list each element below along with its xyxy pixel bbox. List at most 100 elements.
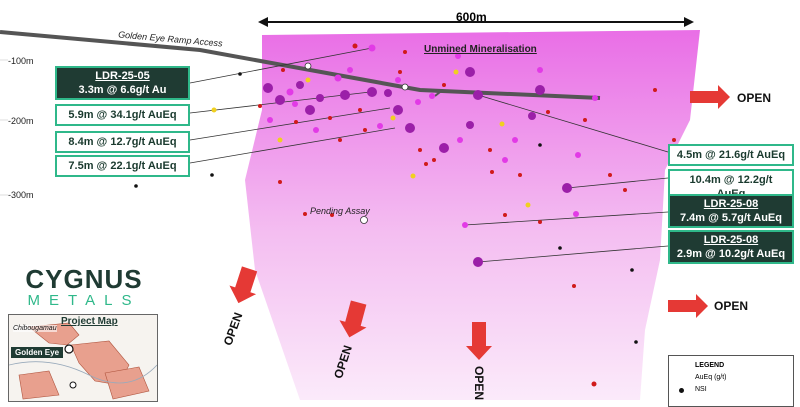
- intercept-point: [316, 94, 324, 102]
- callout-ldr-25-08-b: LDR-25-08 2.9m @ 10.2g/t AuEq: [668, 230, 794, 264]
- intercept-point: [623, 188, 627, 192]
- intercept-point: [572, 284, 576, 288]
- intercept-point: [535, 85, 545, 95]
- intercept-point: [672, 138, 676, 142]
- pending-assay-label: Pending Assay: [310, 206, 370, 216]
- project-map-graphic: [9, 322, 157, 400]
- nsi-point: [538, 143, 542, 147]
- intercept-point: [592, 95, 598, 101]
- open-arrow-down-2: [339, 300, 367, 338]
- callout-ldr-25-05: LDR-25-05 3.3m @ 6.6g/t Au: [55, 66, 190, 100]
- callout-intercept: 3.3m @ 6.6g/t Au: [78, 84, 167, 96]
- intercept-point: [439, 143, 449, 153]
- callout-intercept-4: 7.5m @ 22.1g/t AuEq: [55, 155, 190, 177]
- intercept-point: [455, 53, 461, 59]
- intercept-point: [275, 95, 285, 105]
- intercept-point: [278, 180, 282, 184]
- intercept-point: [591, 381, 597, 387]
- intercept-point: [398, 70, 402, 74]
- callout-hole-id: LDR-25-05: [95, 70, 150, 82]
- intercept-point: [525, 202, 531, 208]
- intercept-point: [488, 148, 492, 152]
- open-arrow-right-top: [690, 85, 730, 109]
- legend-subtitle: AuEq (g/t): [695, 374, 727, 381]
- depth-lines: [0, 59, 8, 196]
- intercept-point: [286, 88, 294, 96]
- legend-nsi-dot: [679, 388, 684, 393]
- intercept-point: [340, 90, 350, 100]
- intercept-point: [442, 83, 446, 87]
- intercept-point: [512, 137, 518, 143]
- open-label-right-top: OPEN: [737, 91, 772, 105]
- intercept-point: [424, 162, 428, 166]
- intercept-point: [384, 89, 392, 97]
- intercept-point: [502, 157, 508, 163]
- ramp-access: [0, 30, 601, 100]
- scale-bar: [258, 17, 694, 27]
- open-arrow-down-3: [466, 322, 492, 360]
- callout-intercept: 2.9m @ 10.2g/t AuEq: [676, 248, 786, 260]
- intercept-point: [418, 148, 422, 152]
- intercept-point: [528, 112, 536, 120]
- intercept-point: [296, 81, 304, 89]
- intercept-point: [453, 69, 459, 75]
- unmined-label: Unmined Mineralisation: [424, 44, 537, 55]
- project-map-title: Project Map: [61, 316, 118, 327]
- intercept-point: [328, 116, 332, 120]
- nsi-point: [210, 173, 214, 177]
- nsi-point: [238, 72, 242, 76]
- open-arrows: [229, 85, 730, 360]
- depth-label-100: -100m: [8, 56, 34, 66]
- depth-label-200: -200m: [8, 116, 34, 126]
- intercept-point: [473, 257, 483, 267]
- open-arrow-right-bottom: [668, 294, 708, 318]
- intercept-point: [347, 67, 353, 73]
- intercept-point: [562, 183, 572, 193]
- pending-marker: [304, 62, 409, 224]
- open-label-down-3: OPEN: [472, 365, 487, 401]
- nsi-point: [634, 340, 638, 344]
- intercept-point: [518, 173, 522, 177]
- intercept-point: [499, 121, 505, 127]
- intercept-point: [368, 44, 376, 52]
- legend-nsi-label: NSI: [695, 386, 707, 393]
- callout-ldr-25-08-a: LDR-25-08 7.4m @ 5.7g/t AuEq: [668, 194, 794, 228]
- intercept-point: [313, 127, 319, 133]
- intercept-point: [352, 43, 358, 49]
- intercept-point: [473, 90, 483, 100]
- callout-intercept: 7.4m @ 5.7g/t AuEq: [679, 212, 782, 224]
- logo-subtext: METALS: [27, 292, 141, 309]
- intercept-point: [429, 93, 435, 99]
- open-arrow-down-1: [229, 266, 258, 304]
- intercept-point: [653, 88, 657, 92]
- intercept-point: [583, 118, 587, 122]
- intercept-point: [457, 137, 463, 143]
- nsi-point: [630, 268, 634, 272]
- intercept-point: [393, 105, 403, 115]
- intercept-point: [465, 67, 475, 77]
- callout-intercept-5: 4.5m @ 21.6g/t AuEq: [668, 144, 794, 166]
- intercept-point: [410, 173, 416, 179]
- intercept-point: [338, 138, 342, 142]
- intercept-point: [277, 137, 283, 143]
- depth-label-300: -300m: [8, 190, 34, 200]
- intercept-point: [503, 213, 507, 217]
- drill-intercepts: [134, 43, 676, 387]
- intercept-point: [490, 170, 494, 174]
- intercept-point: [258, 104, 262, 108]
- intercept-point: [294, 120, 298, 124]
- intercept-point: [330, 213, 334, 217]
- project-map-site: Golden Eye: [11, 347, 64, 358]
- intercept-point: [267, 117, 273, 123]
- callout-intercept-2: 5.9m @ 34.1g/t AuEq: [55, 104, 190, 126]
- intercept-point: [575, 152, 581, 158]
- intercept-point: [537, 67, 543, 73]
- legend: LEGEND AuEq (g/t) NSI: [668, 355, 794, 407]
- legend-title: LEGEND: [695, 362, 725, 369]
- intercept-point: [538, 220, 542, 224]
- intercept-point: [334, 74, 342, 82]
- open-label-right-bottom: OPEN: [714, 299, 749, 313]
- project-map-town: Chibougamau: [13, 325, 57, 332]
- project-map-inset: Project Map Chibougamau Golden Eye: [8, 314, 158, 402]
- intercept-point: [292, 101, 298, 107]
